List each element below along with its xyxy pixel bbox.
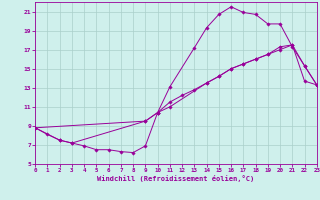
X-axis label: Windchill (Refroidissement éolien,°C): Windchill (Refroidissement éolien,°C): [97, 175, 255, 182]
